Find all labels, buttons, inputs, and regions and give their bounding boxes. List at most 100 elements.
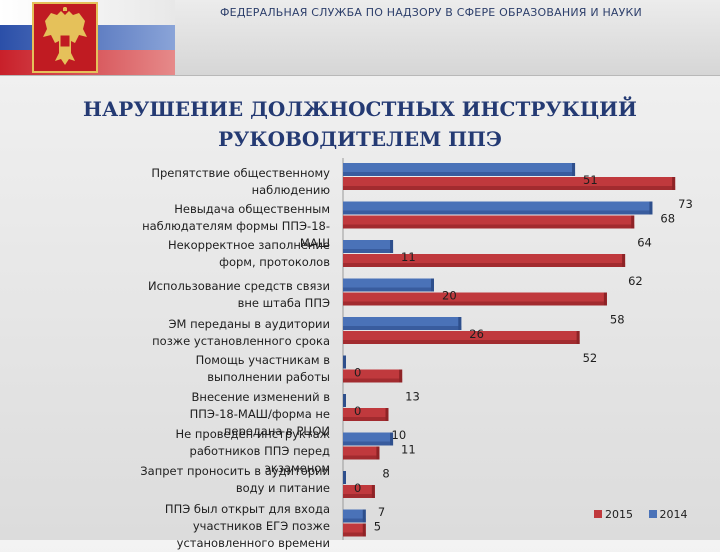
bar-2014-1-end	[649, 201, 653, 215]
bar-2014-0	[343, 163, 576, 176]
legend-swatch-2014	[648, 510, 657, 518]
category-label-1: Невыдача общественным наблюдателям формы…	[142, 202, 330, 250]
bar-2014-6	[343, 394, 346, 407]
data-label-2014-6: 0	[354, 404, 361, 418]
bar-2014-9-end	[362, 509, 366, 523]
bar-2015-3-shade	[343, 301, 607, 306]
data-label-2014-4: 26	[469, 327, 484, 341]
data-label-2014-3: 20	[442, 289, 457, 303]
bar-2014-5-end	[343, 355, 346, 369]
bar-2015-7	[343, 446, 380, 460]
bar-2015-6-end	[385, 408, 389, 421]
bar-2015-4	[343, 331, 580, 344]
category-label-7: Не проведен инструктаж работников ППЭ пе…	[175, 427, 330, 475]
bar-2014-2-end	[390, 240, 394, 253]
data-label-2015-1: 64	[637, 236, 652, 250]
bar-2014-0-end	[572, 163, 576, 176]
bar-chart: 517368641162205826520130101180755	[342, 158, 693, 540]
bar-2015-4-shade	[343, 340, 580, 344]
bar-2014-2	[343, 240, 394, 253]
legend-label-2015: 2015	[605, 508, 633, 521]
data-label-2015-6: 10	[392, 428, 407, 442]
bar-2014-0-shade	[343, 172, 576, 176]
bar-2014-7-shade	[343, 441, 394, 446]
bar-2015-4-end	[576, 331, 580, 344]
bar-2014-3-end	[431, 278, 434, 292]
bar-2014-7-end	[390, 432, 394, 446]
bar-2014-2-shade	[343, 249, 394, 253]
bar-2015-2-shade	[343, 263, 626, 267]
legend-label-2014: 2014	[659, 508, 688, 521]
category-label-0: Препятствие общественному наблюдению	[151, 166, 330, 197]
bar-2014-1	[343, 201, 653, 215]
bar-2014-6-end	[343, 394, 346, 407]
bar-2014-9-shade	[343, 518, 366, 523]
bar-2015-5-shade	[343, 378, 403, 383]
category-label-2: Некорректное заполнение форм, протоколов	[167, 238, 330, 269]
bar-2015-5-end	[399, 369, 403, 383]
data-label-2014-1: 68	[660, 212, 675, 226]
data-label-2014-9: 5	[374, 520, 381, 534]
data-label-2015-7: 8	[382, 467, 389, 481]
data-label-2015-3: 58	[610, 313, 625, 327]
data-label-2015-8: 7	[378, 505, 385, 519]
bar-2015-3-end	[603, 292, 607, 306]
bar-2015-6-shade	[343, 417, 389, 421]
data-label-2015-2: 62	[628, 274, 643, 288]
bar-2015-1	[343, 215, 635, 229]
bar-2015-9-shade	[343, 532, 366, 537]
title-line-2: РУКОВОДИТЕЛЕМ ППЭ	[218, 127, 502, 151]
category-label-5: Помощь участникам в выполнении работы	[195, 353, 330, 384]
category-label-4: ЭМ переданы в аудитории позже установлен…	[152, 317, 330, 348]
title-line-1: НАРУШЕНИЕ ДОЛЖНОСТНЫХ ИНСТРУКЦИЙ	[83, 97, 637, 121]
bar-2015-1-end	[631, 215, 635, 229]
data-label-2015-5: 13	[405, 390, 420, 404]
bar-2015-2	[343, 254, 626, 267]
bar-2015-7-end	[376, 446, 380, 460]
data-label-2015-0: 73	[678, 197, 693, 211]
bar-2015-5	[343, 369, 403, 383]
bar-2014-8	[343, 471, 346, 484]
bar-2015-1-shade	[343, 224, 635, 229]
bar-2015-3	[343, 292, 607, 306]
bar-2015-9	[343, 523, 366, 537]
data-label-2014-8: 0	[354, 481, 361, 495]
bar-2015-8-shade	[343, 494, 375, 498]
slide-title: НАРУШЕНИЕ ДОЛЖНОСТНЫХ ИНСТРУКЦИЙ РУКОВОД…	[60, 94, 660, 154]
bar-2015-7-shade	[343, 455, 380, 460]
data-label-2014-7: 11	[401, 443, 416, 457]
bar-2015-8-end	[371, 485, 375, 498]
legend-swatch-2015	[594, 510, 602, 518]
data-label-2015-4: 52	[583, 351, 598, 365]
double-headed-eagle-icon	[43, 7, 87, 65]
bar-2015-8	[343, 485, 375, 498]
bar-2014-9	[343, 509, 366, 523]
bar-2015-0-end	[672, 177, 676, 190]
bar-2014-3-shade	[343, 287, 434, 292]
chart-legend: 2015 2014	[594, 508, 700, 521]
bar-2015-9-end	[362, 523, 366, 537]
agency-name: ФЕДЕРАЛЬНАЯ СЛУЖБА ПО НАДЗОРУ В СФЕРЕ ОБ…	[220, 6, 642, 19]
category-label-6: Внесение изменений в ППЭ-18-МАШ/форма не…	[189, 390, 330, 438]
bar-2014-4-shade	[343, 326, 462, 330]
legend-item-2014: 2014	[648, 508, 688, 521]
bar-2015-0-shade	[343, 186, 676, 190]
data-label-2014-2: 11	[401, 250, 416, 264]
bar-2014-1-shade	[343, 210, 653, 215]
bar-2014-7	[343, 432, 394, 446]
legend-item-2015: 2015	[594, 508, 633, 521]
category-label-8: Запрет проносить в аудитории воду и пита…	[140, 464, 330, 495]
bar-2015-2-end	[622, 254, 626, 267]
bar-2014-4-end	[458, 317, 462, 330]
bar-2014-5	[343, 355, 346, 369]
bar-2014-3	[343, 278, 434, 292]
bar-2015-0	[343, 177, 676, 190]
bar-2014-4	[343, 317, 462, 330]
russian-coat-of-arms-icon	[32, 2, 98, 73]
bar-2014-8-end	[343, 471, 346, 484]
category-label-3: Использование средств связи вне штаба ПП…	[147, 279, 330, 310]
russian-flag	[0, 0, 175, 75]
header-banner: ФЕДЕРАЛЬНАЯ СЛУЖБА ПО НАДЗОРУ В СФЕРЕ ОБ…	[0, 0, 720, 76]
data-label-2014-5: 0	[354, 366, 361, 380]
data-label-2014-0: 51	[583, 173, 598, 187]
